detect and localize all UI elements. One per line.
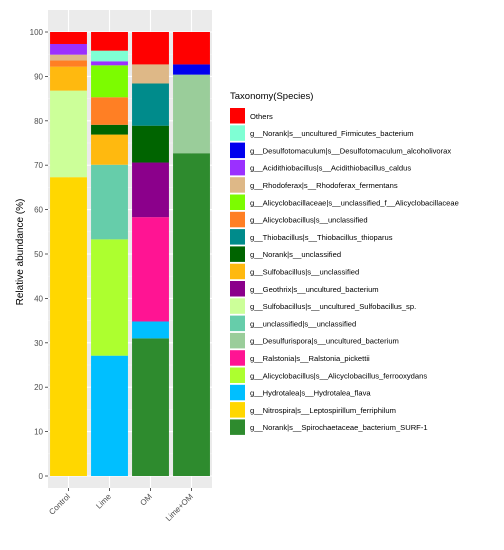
- y-tick-label: 50: [34, 250, 43, 259]
- bar-segment: [132, 32, 169, 65]
- legend-key: [230, 350, 245, 366]
- bar-segment: [132, 338, 169, 476]
- bar-segment: [173, 64, 210, 75]
- legend-key: [230, 108, 245, 124]
- legend-label: g__Norank|s__Spirochaetaceae_bacterium_S…: [250, 423, 428, 432]
- legend-key: [230, 246, 245, 262]
- bar-segment: [50, 90, 87, 178]
- legend-key: [230, 281, 245, 297]
- x-tick-label: Lime: [94, 492, 113, 511]
- x-tick-label: Control: [47, 492, 72, 517]
- y-tick-label: 60: [34, 206, 43, 215]
- bar-segment: [173, 153, 210, 476]
- legend-key: [230, 315, 245, 332]
- legend-title: Taxonomy(Species): [230, 91, 313, 102]
- legend-key: [230, 367, 245, 383]
- bar-segment: [91, 50, 128, 62]
- bar-segment: [50, 177, 87, 477]
- legend-key: [230, 384, 245, 401]
- bar-segment: [132, 217, 169, 322]
- stacked-bars: [50, 32, 210, 477]
- legend-label: g__Thiobacillus|s__Thiobacillus_thioparu…: [250, 233, 393, 242]
- bar-segment: [132, 64, 169, 84]
- legend-label: g__Geothrix|s__uncultured_bacterium: [250, 285, 379, 294]
- legend-label: Others: [250, 112, 273, 121]
- legend-key: [230, 211, 245, 228]
- legend-key: [230, 159, 245, 176]
- legend-key: [230, 177, 245, 193]
- legend-label: g__Alicyclobacillus|s__unclassified: [250, 216, 368, 225]
- legend-items: Others g__Norank|s__uncultured_Firmicutes…: [230, 108, 459, 435]
- legend-label: g__Norank|s__uncultured_Firmicutes_bacte…: [250, 129, 414, 138]
- bar-segment: [91, 97, 128, 125]
- legend-label: g__Hydrotalea|s__Hydrotalea_flava: [250, 389, 371, 398]
- bar-segment: [91, 134, 128, 165]
- legend: Taxonomy(Species) Others g__Norank|s__unc…: [230, 91, 459, 435]
- x-tick-label: Lime+OM: [164, 492, 195, 523]
- legend-label: g__Rhodoferax|s__Rhodoferax_fermentans: [250, 181, 398, 190]
- legend-key: [230, 419, 245, 435]
- legend-label: g__Ralstonia|s__Ralstonia_pickettii: [250, 354, 370, 363]
- bar-segment: [50, 60, 87, 67]
- y-tick-label: 30: [34, 339, 43, 348]
- legend-key: [230, 229, 245, 245]
- bar-segment: [91, 61, 128, 66]
- y-tick-label: 100: [30, 28, 44, 37]
- legend-key: [230, 402, 245, 418]
- legend-label: g__unclassified|s__unclassified: [250, 319, 356, 328]
- y-tick-label: 80: [34, 117, 43, 126]
- bar-segment: [91, 164, 128, 240]
- legend-key: [230, 298, 245, 314]
- bar-segment: [132, 83, 169, 126]
- legend-label: g__Acidithiobacillus|s__Acidithiobacillu…: [250, 164, 411, 173]
- bar-segment: [50, 54, 87, 61]
- legend-key: [230, 125, 245, 141]
- legend-label: g__Sulfobacillus|s__unclassified: [250, 267, 359, 276]
- bar-segment: [132, 162, 169, 218]
- y-axis-title: Relative abundance (%): [15, 199, 26, 306]
- legend-key: [230, 332, 245, 349]
- bar-segment: [91, 355, 128, 476]
- bar-segment: [91, 65, 128, 98]
- x-axis-ticks: Control Lime OM Lime+OM: [47, 488, 195, 523]
- y-tick-label: 40: [34, 294, 43, 303]
- legend-label: g__Alicyclobacillaceae|s__unclassified_f…: [250, 198, 459, 207]
- legend-label: g__Alicyclobacillus|s__Alicyclobacillus_…: [250, 371, 427, 380]
- bar-segment: [132, 125, 169, 163]
- y-tick-label: 20: [34, 383, 43, 392]
- bar-segment: [50, 32, 87, 44]
- legend-label: g__Desulfurispora|s__uncultured_bacteriu…: [250, 337, 399, 346]
- legend-label: g__Sulfobacillus|s__uncultured_Sulfobaci…: [250, 302, 416, 311]
- bar-segment: [132, 321, 169, 339]
- legend-key: [230, 194, 245, 210]
- y-tick-label: 10: [34, 428, 43, 437]
- y-axis-ticks: 0 10 20 30 40 50 60 70 80 90 100: [30, 28, 48, 481]
- y-tick-label: 0: [39, 472, 44, 481]
- bar-segment: [91, 239, 128, 356]
- bar-segment: [91, 32, 128, 51]
- legend-label: g__Nitrospira|s__Leptospirillum_ferriphi…: [250, 406, 396, 415]
- legend-key: [230, 263, 245, 280]
- x-tick-label: OM: [138, 492, 154, 508]
- bar-segment: [50, 66, 87, 91]
- legend-label: g__Norank|s__unclassified: [250, 250, 341, 259]
- y-tick-label: 90: [34, 72, 43, 81]
- legend-label: g__Desulfotomaculum|s__Desulfotomaculum_…: [250, 146, 451, 155]
- bar-segment: [50, 43, 87, 55]
- y-tick-label: 70: [34, 161, 43, 170]
- legend-key: [230, 142, 245, 159]
- bar-segment: [91, 124, 128, 135]
- bar-segment: [173, 32, 210, 65]
- bar-segment: [173, 74, 210, 154]
